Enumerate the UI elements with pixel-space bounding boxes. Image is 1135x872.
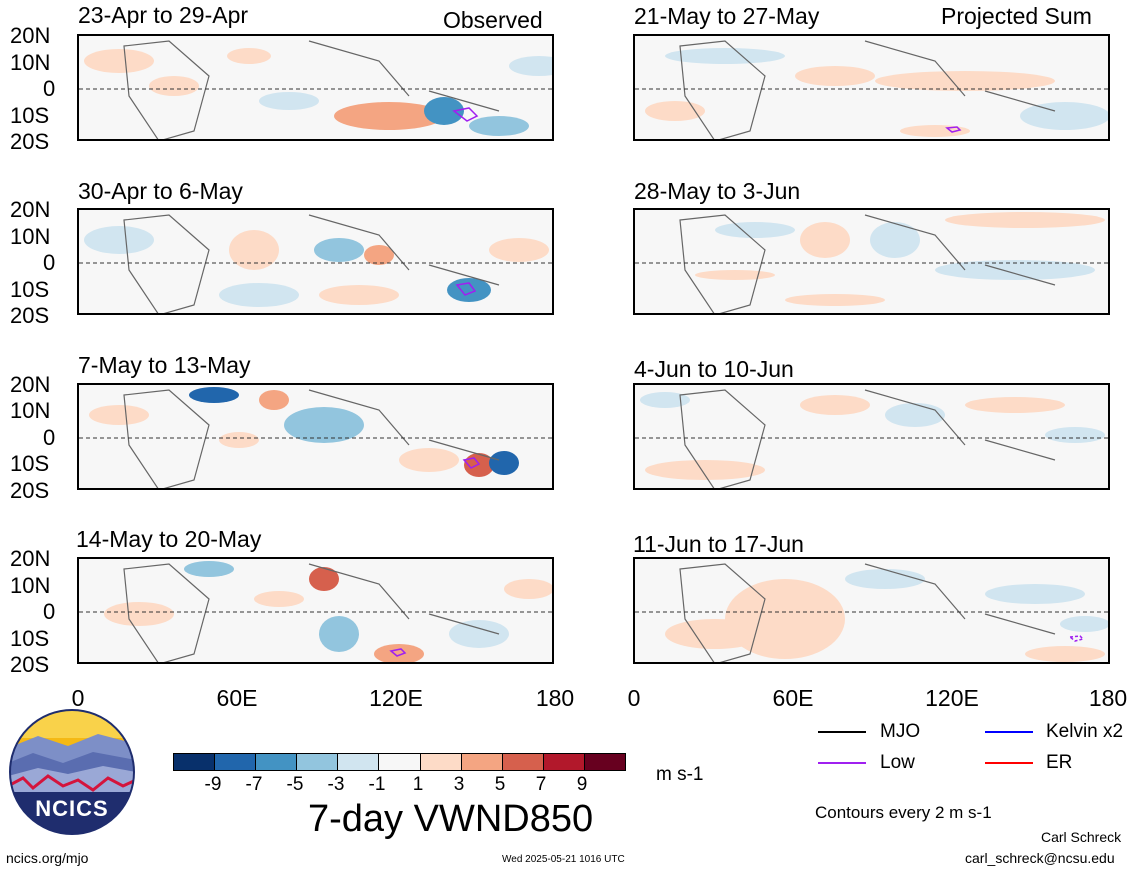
legend-label-mjo: MJO bbox=[880, 721, 921, 742]
colorbar-tick-label: -1 bbox=[368, 774, 386, 795]
map-panel-proj-3 bbox=[633, 383, 1110, 490]
panel-title-proj-1: 21-May to 27-May bbox=[634, 3, 820, 29]
lon-label: 0 bbox=[627, 685, 641, 711]
lat-label: 20N bbox=[10, 372, 51, 397]
map-panel-proj-2 bbox=[633, 208, 1110, 315]
lon-label: 60E bbox=[772, 685, 814, 711]
map-panel-proj-4 bbox=[633, 557, 1110, 664]
projected-sum-label: Projected Sum bbox=[941, 3, 1092, 29]
lat-label: 0 bbox=[43, 250, 56, 275]
lat-label: 10S bbox=[10, 451, 50, 476]
colorbar-swatch bbox=[502, 754, 544, 770]
footer-author: Carl Schreck bbox=[1041, 829, 1122, 845]
lat-label: 20S bbox=[10, 303, 50, 328]
legend-label-low: Low bbox=[880, 752, 915, 773]
map-panel-obs-4 bbox=[77, 557, 554, 664]
colorbar bbox=[173, 753, 626, 771]
colorbar-tick-label: 1 bbox=[412, 774, 424, 795]
lat-label: 10S bbox=[10, 626, 50, 651]
colorbar-tick-label: -3 bbox=[327, 774, 345, 795]
colorbar-swatch bbox=[297, 754, 339, 770]
colorbar-tick-label: 3 bbox=[453, 774, 465, 795]
lat-label: 0 bbox=[43, 599, 56, 624]
legend-label-er: ER bbox=[1046, 752, 1073, 773]
colorbar-tick-label: 9 bbox=[576, 774, 588, 795]
lat-label: 10N bbox=[10, 398, 51, 423]
panel-title-obs-4: 14-May to 20-May bbox=[76, 526, 262, 552]
observed-label: Observed bbox=[443, 7, 543, 33]
lat-label: 10N bbox=[10, 50, 51, 75]
lon-label: 120E bbox=[925, 685, 979, 711]
footer-url[interactable]: ncics.org/mjo bbox=[6, 850, 89, 866]
lat-label: 20S bbox=[10, 478, 50, 503]
colorbar-units: m s-1 bbox=[656, 764, 704, 785]
map-panel-obs-1 bbox=[77, 34, 554, 141]
legend-line-mjo bbox=[818, 731, 866, 733]
legend-label-kelvin: Kelvin x2 bbox=[1046, 721, 1124, 742]
lat-label: 10N bbox=[10, 573, 51, 598]
lon-label: 60E bbox=[216, 685, 258, 711]
lon-label: 0 bbox=[71, 685, 85, 711]
lat-label: 20S bbox=[10, 129, 50, 154]
colorbar-swatch bbox=[543, 754, 585, 770]
lat-label: 0 bbox=[43, 425, 56, 450]
map-panel-proj-1 bbox=[633, 34, 1110, 141]
colorbar-tick-label: -5 bbox=[286, 774, 304, 795]
lon-label: 180 bbox=[1088, 685, 1128, 711]
map-panel-obs-2 bbox=[77, 208, 554, 315]
main-title: 7-day VWND850 bbox=[308, 798, 594, 840]
map-shading bbox=[635, 389, 1108, 488]
lat-label: 20N bbox=[10, 546, 51, 571]
lat-label: 20S bbox=[10, 652, 50, 677]
colorbar-swatch bbox=[174, 754, 216, 770]
footer-email[interactable]: carl_schreck@ncsu.edu bbox=[965, 850, 1115, 866]
lat-label: 10S bbox=[10, 277, 50, 302]
logo-text: NCICS bbox=[35, 796, 109, 821]
panel-title-proj-4: 11-Jun to 17-Jun bbox=[633, 531, 804, 557]
colorbar-swatch bbox=[256, 754, 298, 770]
colorbar-swatch bbox=[584, 754, 626, 770]
map-panel-obs-3 bbox=[77, 383, 554, 490]
lon-label: 120E bbox=[369, 685, 423, 711]
map-shading bbox=[635, 40, 1108, 139]
legend-line-low bbox=[818, 762, 866, 764]
colorbar-swatch bbox=[461, 754, 503, 770]
panel-title-proj-2: 28-May to 3-Jun bbox=[634, 178, 801, 204]
colorbar-swatch bbox=[215, 754, 257, 770]
colorbar-tick-label: 5 bbox=[494, 774, 506, 795]
lat-label: 20N bbox=[10, 197, 51, 222]
colorbar-swatch bbox=[338, 754, 380, 770]
map-shading bbox=[79, 40, 552, 139]
lat-label: 10N bbox=[10, 224, 51, 249]
map-shading bbox=[79, 561, 552, 662]
logo-graphic bbox=[9, 709, 135, 835]
contour-note: Contours every 2 m s-1 bbox=[815, 803, 992, 822]
panel-title-obs-1: 23-Apr to 29-Apr bbox=[78, 2, 249, 28]
ncics-logo: NCICS bbox=[8, 708, 136, 836]
panel-title-obs-3: 7-May to 13-May bbox=[78, 352, 251, 378]
panel-title-obs-2: 30-Apr to 6-May bbox=[78, 178, 243, 204]
lat-label: 10S bbox=[10, 103, 50, 128]
lat-label: 0 bbox=[43, 76, 56, 101]
colorbar-swatch bbox=[379, 754, 421, 770]
map-shading bbox=[79, 387, 552, 488]
map-shading bbox=[79, 214, 552, 313]
map-shading bbox=[635, 563, 1108, 662]
colorbar-tick-label: -9 bbox=[204, 774, 222, 795]
colorbar-tick-label: -7 bbox=[245, 774, 263, 795]
legend-line-kelvin bbox=[985, 731, 1033, 733]
colorbar-swatch bbox=[420, 754, 462, 770]
lat-label: 20N bbox=[10, 23, 51, 48]
legend-line-er bbox=[985, 762, 1033, 764]
footer-timestamp: Wed 2025-05-21 1016 UTC bbox=[502, 854, 625, 865]
lon-label: 180 bbox=[535, 685, 575, 711]
map-shading bbox=[635, 212, 1108, 313]
panel-title-proj-3: 4-Jun to 10-Jun bbox=[634, 356, 794, 382]
colorbar-tick-label: 7 bbox=[535, 774, 547, 795]
